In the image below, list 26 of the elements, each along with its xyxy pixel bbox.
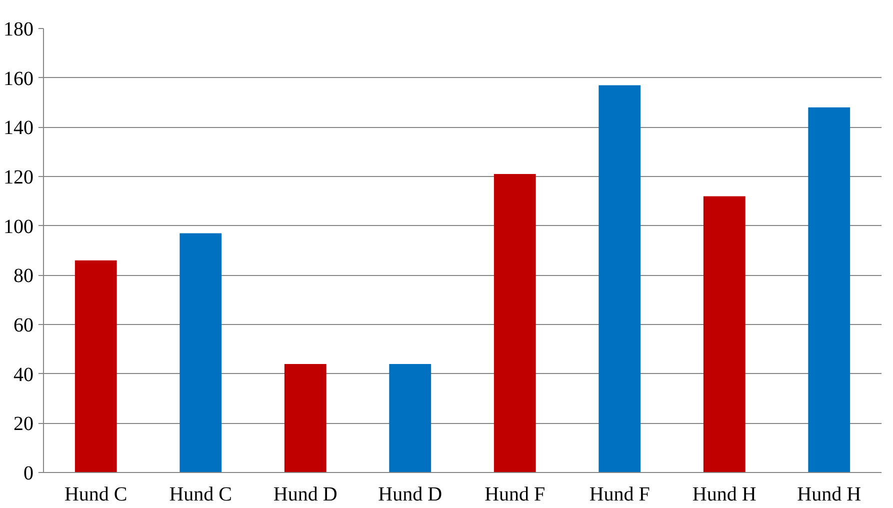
x-tick-label: Hund C xyxy=(64,484,128,506)
y-tick-label: 140 xyxy=(4,117,34,140)
x-tick-label: Hund C xyxy=(169,484,232,506)
x-tick-label: Hund F xyxy=(589,484,650,506)
y-tick-label: 100 xyxy=(4,216,34,238)
bar xyxy=(284,364,326,472)
x-tick-label: Hund D xyxy=(378,484,442,506)
x-tick-label: Hund F xyxy=(484,484,546,506)
bar xyxy=(598,85,641,472)
y-tick-label: 20 xyxy=(14,413,34,436)
y-tick-label: 180 xyxy=(4,18,34,40)
x-tick-label: Hund H xyxy=(797,484,862,506)
y-tick-label: 60 xyxy=(14,314,34,336)
bar xyxy=(389,364,432,472)
bar xyxy=(494,174,536,472)
bar xyxy=(703,196,746,472)
y-tick-label: 120 xyxy=(4,166,34,188)
bar xyxy=(180,233,222,472)
x-tick-label: Hund D xyxy=(273,484,338,506)
y-tick-label: 0 xyxy=(24,462,34,484)
x-tick-label: Hund H xyxy=(692,484,756,506)
y-tick-label: 160 xyxy=(4,68,34,90)
bar xyxy=(808,107,850,472)
y-tick-label: 80 xyxy=(14,265,34,288)
y-tick-label: 40 xyxy=(14,364,34,386)
bar xyxy=(74,260,117,472)
